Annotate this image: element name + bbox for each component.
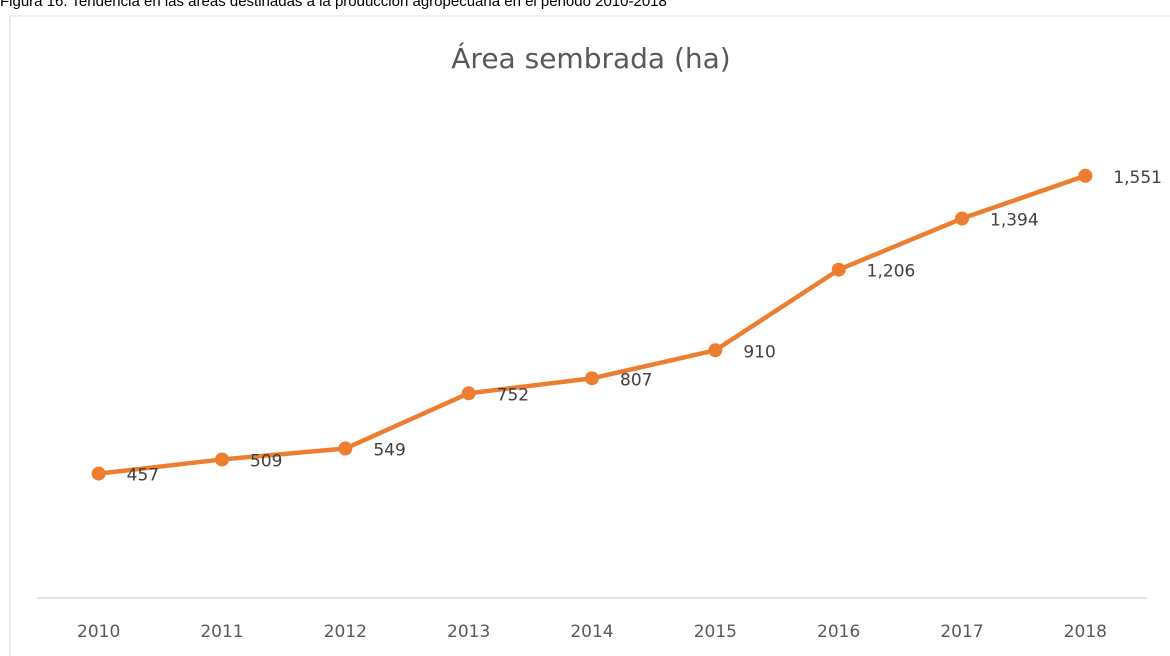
- caption: Figura 16. Tendencia en las áreas destin…: [0, 0, 667, 10]
- marker: [585, 371, 599, 386]
- data-label: 807: [620, 370, 652, 390]
- chart-title: Área sembrada (ha): [451, 41, 730, 75]
- marker: [461, 386, 476, 401]
- data-label: 509: [250, 451, 282, 471]
- data-label: 1,206: [867, 262, 916, 282]
- marker: [91, 466, 106, 481]
- x-tick-label: 2013: [447, 622, 490, 642]
- x-tick-label: 2015: [694, 622, 737, 642]
- x-tick-label: 2014: [570, 622, 613, 642]
- data-label: 1,551: [1113, 168, 1162, 188]
- marker: [708, 343, 723, 358]
- marker: [338, 441, 353, 456]
- x-tick-label: 2018: [1064, 622, 1107, 642]
- marker: [215, 452, 229, 467]
- data-label: 910: [743, 342, 775, 362]
- x-tick-label: 2016: [817, 622, 860, 642]
- x-tick-label: 2010: [77, 622, 120, 642]
- x-tick-label: 2017: [940, 622, 983, 642]
- data-label: 1,394: [990, 211, 1039, 231]
- line: [98, 173, 1087, 476]
- x-tick-label: 2011: [200, 622, 243, 642]
- marker: [1078, 168, 1093, 183]
- data-label: 457: [127, 466, 159, 486]
- data-label: 549: [373, 441, 405, 461]
- x-tick-label: 2012: [324, 622, 367, 642]
- marker: [831, 262, 846, 277]
- marker: [955, 211, 969, 226]
- data-label: 752: [497, 385, 529, 405]
